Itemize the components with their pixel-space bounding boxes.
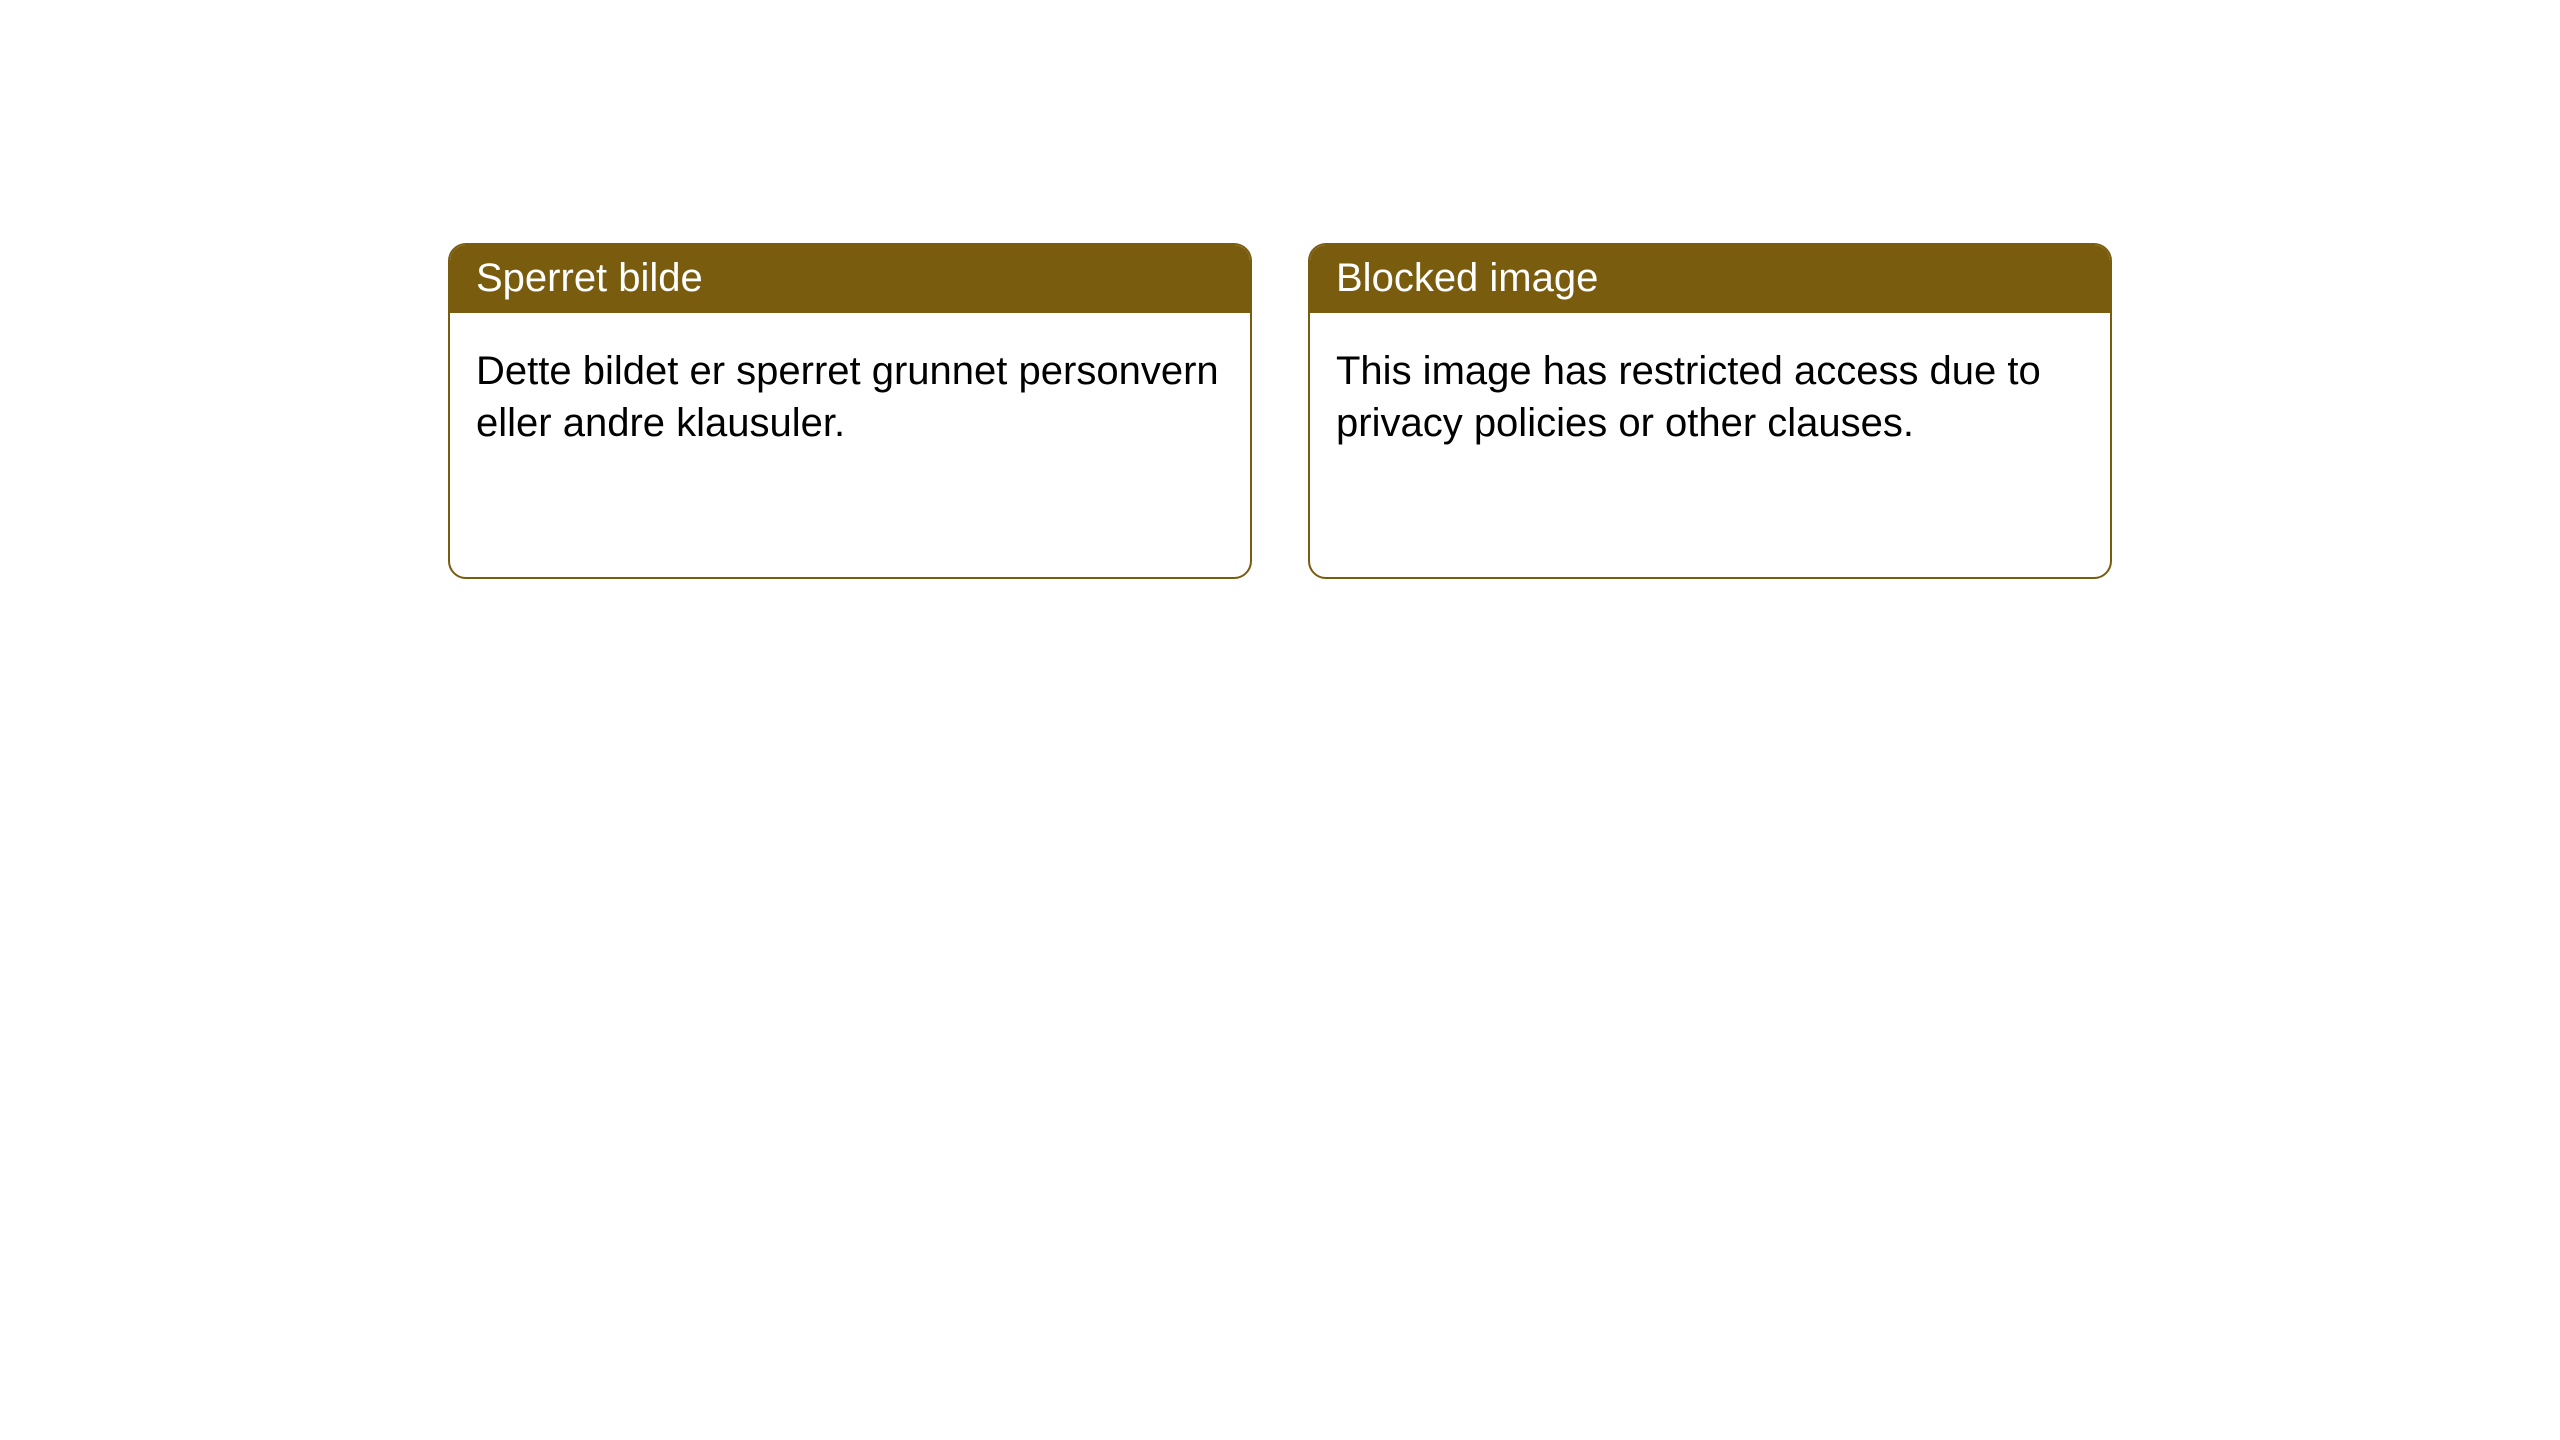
notice-card-title: Sperret bilde (450, 245, 1250, 313)
notice-card-body: Dette bildet er sperret grunnet personve… (450, 313, 1250, 481)
notice-card-body: This image has restricted access due to … (1310, 313, 2110, 481)
notice-card-english: Blocked image This image has restricted … (1308, 243, 2112, 579)
notice-card-title: Blocked image (1310, 245, 2110, 313)
notice-card-norwegian: Sperret bilde Dette bildet er sperret gr… (448, 243, 1252, 579)
notice-container: Sperret bilde Dette bildet er sperret gr… (0, 0, 2560, 579)
